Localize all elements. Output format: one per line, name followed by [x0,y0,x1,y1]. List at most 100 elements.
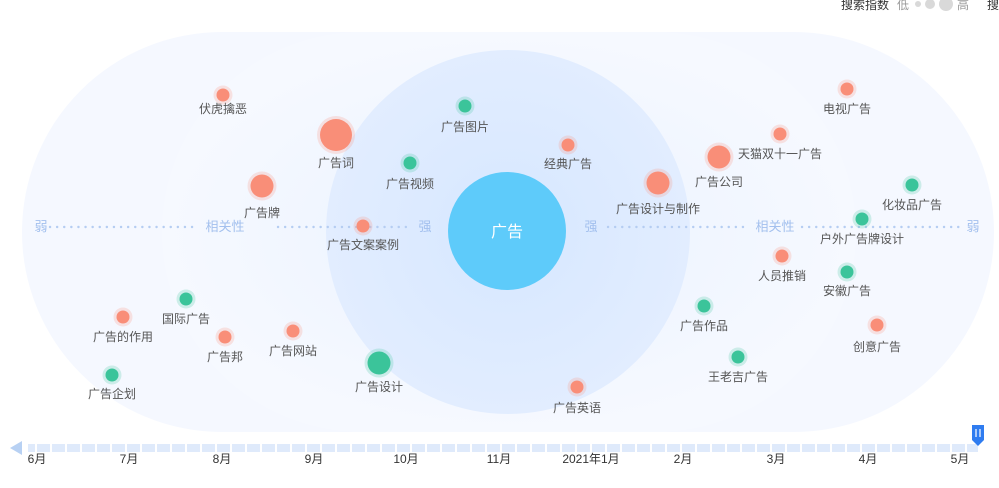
timeline-label[interactable]: 2月 [674,452,693,466]
point-dot[interactable] [775,249,789,263]
point-label[interactable]: 广告网站 [269,344,317,358]
point-dot[interactable] [646,171,670,195]
point-13[interactable]: 人员推销 [758,246,806,284]
point-label[interactable]: 化妆品广告 [882,198,942,212]
point-12[interactable]: 户外广告牌设计 [820,209,904,247]
point-label[interactable]: 经典广告 [544,157,592,171]
center-circle[interactable] [448,172,566,290]
point-label[interactable]: 人员推销 [758,269,806,283]
point-label[interactable]: 广告英语 [553,401,601,415]
point-label[interactable]: 广告词 [318,156,354,170]
timeline-label[interactable]: 5月 [951,452,970,466]
point-label[interactable]: 广告牌 [244,206,280,220]
point-14[interactable]: 安徽广告 [823,262,871,299]
point-dot[interactable] [773,127,787,141]
point-dot[interactable] [286,324,300,338]
point-11[interactable]: 化妆品广告 [882,175,942,213]
point-23[interactable]: 创意广告 [853,315,901,355]
point-18[interactable]: 广告网站 [269,321,317,359]
point-label[interactable]: 王老吉广告 [708,370,768,384]
point-dot[interactable] [356,219,370,233]
point-dot[interactable] [250,174,274,198]
legend: 搜索指数 低 高 搜 [841,0,999,12]
timeline-label[interactable]: 3月 [767,452,786,466]
point-5[interactable]: 广告牌 [244,171,280,221]
point-dot[interactable] [840,265,854,279]
point-label[interactable]: 天猫双十一广告 [738,147,822,161]
timeline-label[interactable]: 10月 [393,452,418,466]
point-2[interactable]: 广告图片 [441,96,489,135]
timeline-prev-arrow-icon[interactable] [10,441,22,455]
point-21[interactable]: 广告作品 [680,296,728,334]
point-dot[interactable] [905,178,919,192]
point-dot[interactable] [561,138,575,152]
point-19[interactable]: 广告企划 [88,365,136,402]
point-dot[interactable] [707,145,731,169]
point-label[interactable]: 广告的作用 [93,329,153,344]
timeline-track[interactable] [28,444,978,452]
point-dot[interactable] [367,351,391,375]
timeline-label[interactable]: 7月 [120,452,139,466]
point-dot[interactable] [870,318,884,332]
search-tab-label[interactable]: 搜 [986,0,999,12]
point-label[interactable]: 创意广告 [853,339,901,354]
point-dot[interactable] [216,88,230,102]
axis-label-strong-right: 强 [584,219,597,234]
point-dot[interactable] [403,156,417,170]
point-label[interactable]: 广告作品 [680,319,728,333]
point-label[interactable]: 户外广告牌设计 [820,231,904,246]
point-dot[interactable] [731,350,745,364]
point-dot[interactable] [320,119,352,151]
center-label: 广告 [491,223,523,241]
point-9[interactable]: 天猫双十一广告 [738,124,822,162]
point-label[interactable]: 广告设计与制作 [616,202,700,216]
point-16[interactable]: 广告的作用 [93,307,153,345]
point-dot[interactable] [697,299,711,313]
point-17[interactable]: 广告邦 [207,327,243,365]
point-6[interactable]: 广告文案案例 [327,216,399,253]
point-dot[interactable] [179,292,193,306]
point-label[interactable]: 广告视频 [386,176,434,191]
point-dot[interactable] [855,212,869,226]
point-3[interactable]: 经典广告 [544,135,592,172]
point-15[interactable]: 国际广告 [162,289,210,327]
legend-dot-large [938,0,953,11]
point-24[interactable]: 广告英语 [553,377,601,416]
timeline-label[interactable]: 9月 [305,452,324,466]
timeline-handle-icon[interactable] [972,425,984,446]
point-label[interactable]: 国际广告 [162,312,210,326]
point-label[interactable]: 广告文案案例 [327,237,399,252]
point-7[interactable]: 广告设计与制作 [616,168,700,217]
point-dot[interactable] [105,368,119,382]
timeline-label[interactable]: 8月 [213,452,232,466]
point-label[interactable]: 广告设计 [355,380,403,394]
timeline-label[interactable]: 2021年1月 [562,452,619,466]
point-label[interactable]: 广告企划 [88,386,136,401]
axis-label-strong-left: 强 [418,219,431,234]
point-label[interactable]: 伏虎擒恶 [199,101,247,116]
legend-high-label: 高 [956,0,969,12]
point-label[interactable]: 广告公司 [695,175,743,189]
point-label[interactable]: 广告图片 [441,120,489,134]
point-22[interactable]: 王老吉广告 [708,347,768,385]
point-8[interactable]: 广告公司 [695,142,743,190]
point-4[interactable]: 广告视频 [386,153,434,192]
point-label[interactable]: 电视广告 [823,101,871,116]
point-dot[interactable] [116,310,130,324]
point-dot[interactable] [570,380,584,394]
point-dot[interactable] [458,99,472,113]
point-1[interactable]: 广告词 [317,116,355,170]
center-node: 广告 [448,172,566,290]
point-dot[interactable] [840,82,854,96]
point-dot[interactable] [218,330,232,344]
point-20[interactable]: 广告设计 [355,348,403,395]
point-10[interactable]: 电视广告 [823,79,871,117]
timeline: 6月 7月 8月 9月 10月 11月 2021年1月 2月 3月 4月 5月 [10,425,984,466]
axis-label-weak-left: 弱 [34,219,47,234]
timeline-label[interactable]: 11月 [487,452,511,466]
point-label[interactable]: 广告邦 [207,350,243,364]
point-label[interactable]: 安徽广告 [823,283,871,298]
timeline-label[interactable]: 4月 [859,452,878,466]
timeline-label[interactable]: 6月 [28,452,47,466]
point-0[interactable]: 伏虎擒恶 [199,85,247,117]
